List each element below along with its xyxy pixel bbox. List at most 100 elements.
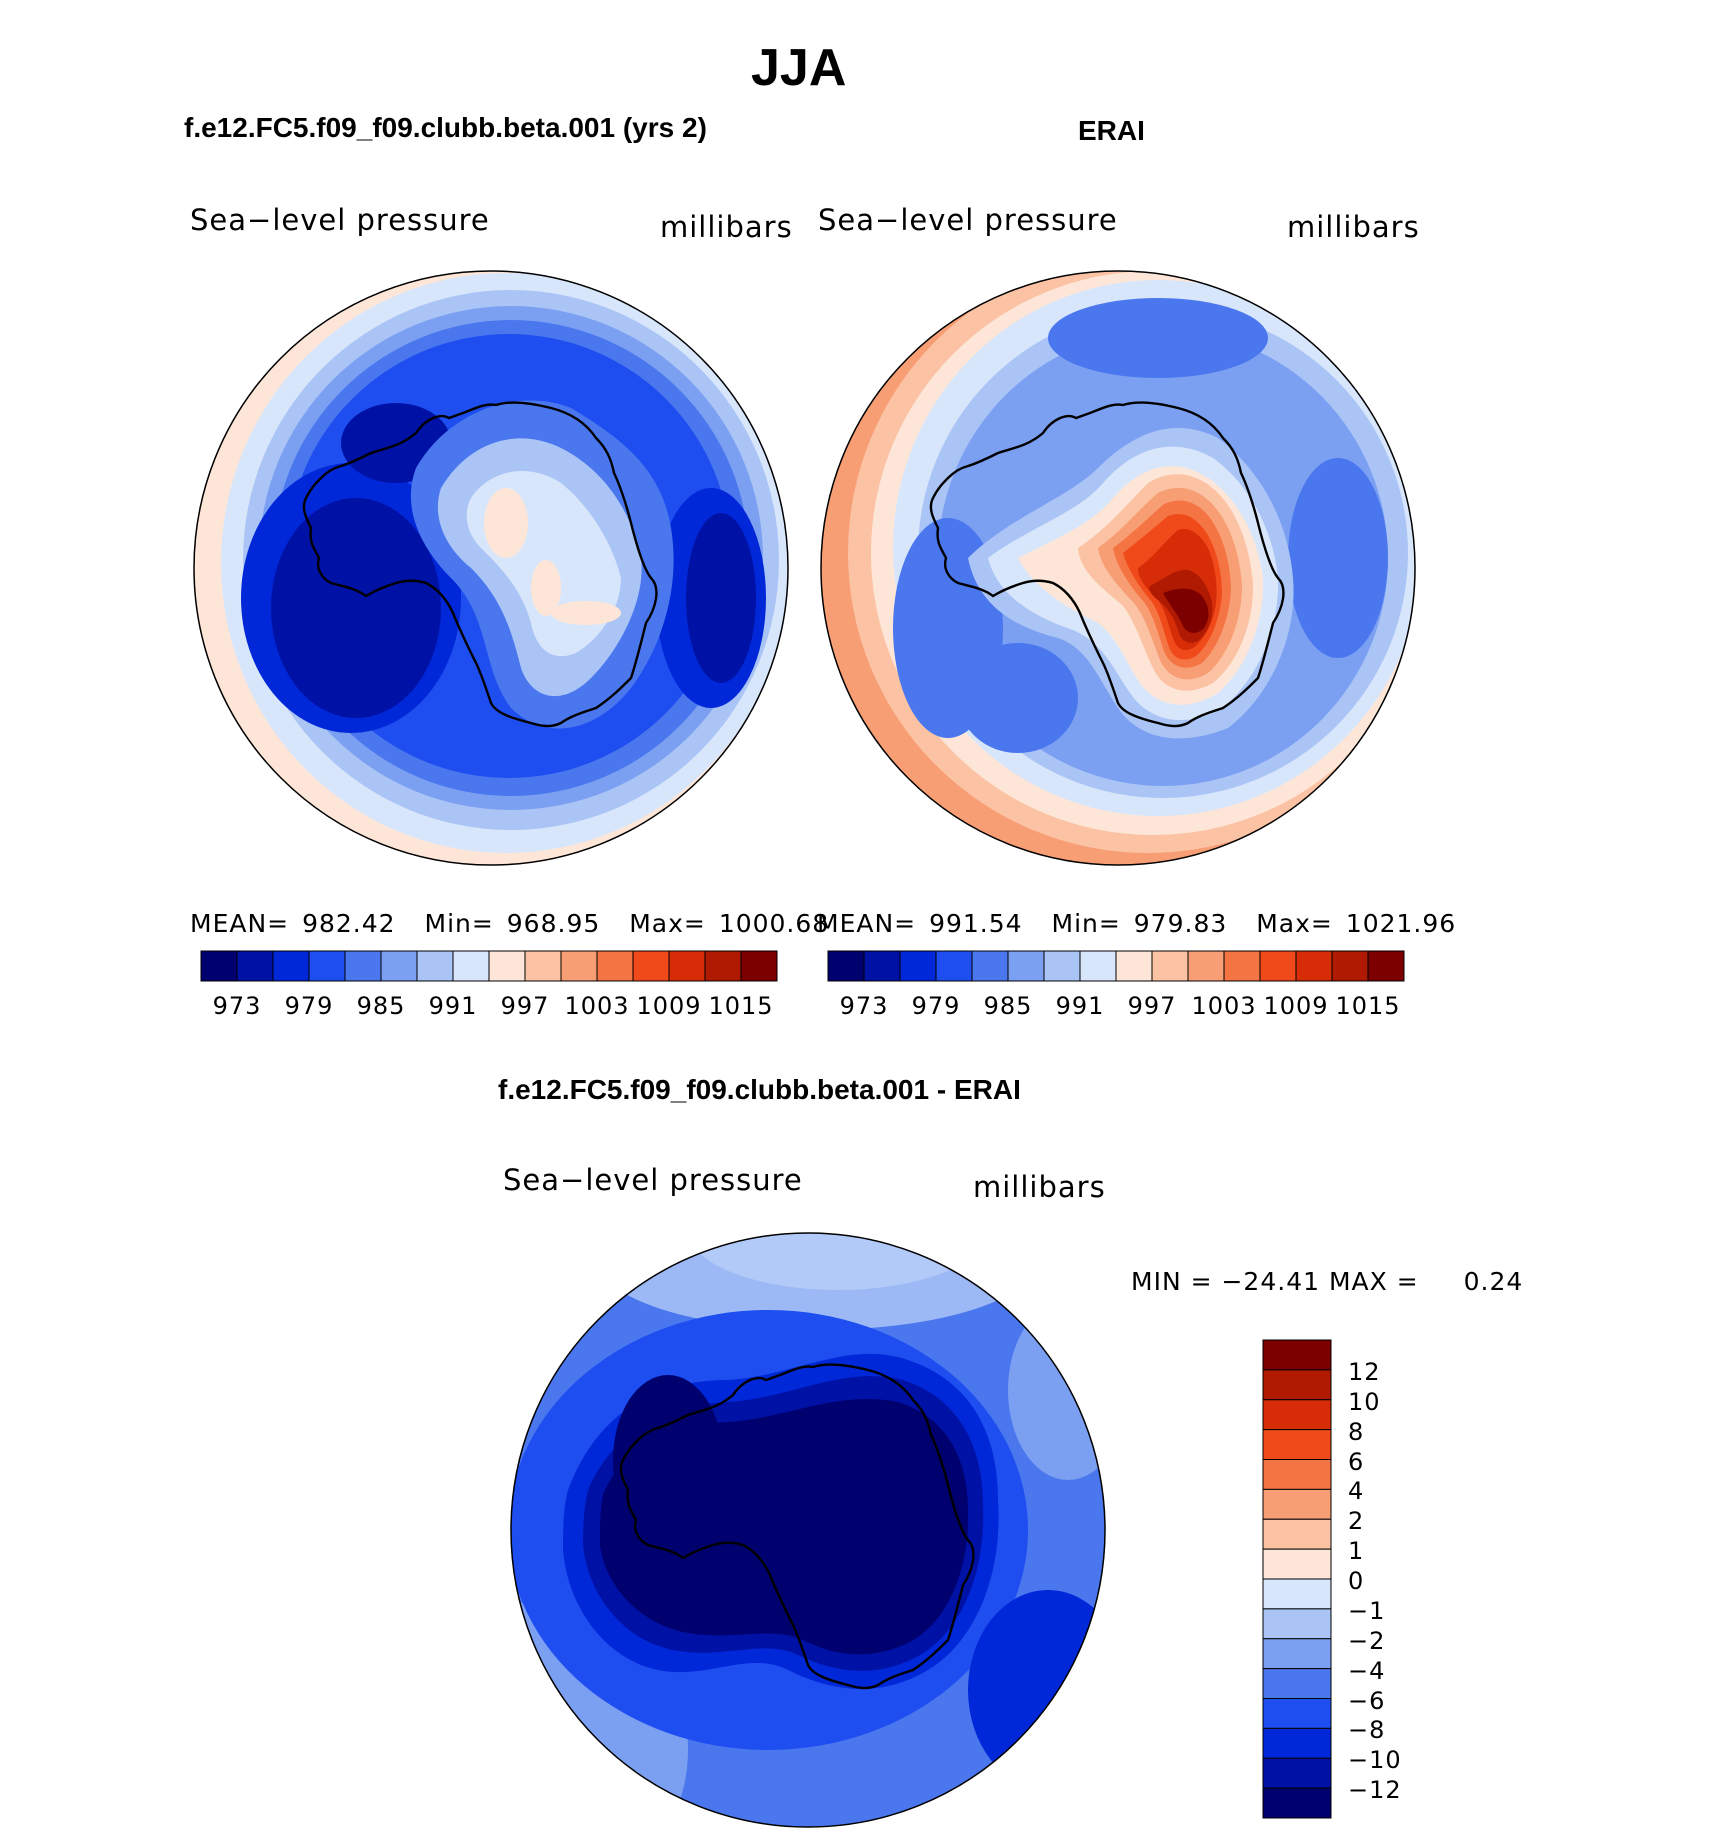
colorbar-tick-label: −4 bbox=[1348, 1656, 1386, 1685]
min-max-label: MIN = −24.41 MAX = bbox=[1131, 1267, 1419, 1296]
colorbar-swatch bbox=[380, 950, 418, 982]
colorbar-swatch bbox=[1262, 1608, 1332, 1640]
max-label: Max= bbox=[629, 909, 706, 938]
colorbar-swatch bbox=[827, 950, 865, 982]
colorbar-swatch bbox=[899, 950, 937, 982]
variable-label-model: Sea−level pressure bbox=[190, 203, 490, 237]
colorbar-swatch bbox=[1262, 1429, 1332, 1460]
colorbar-model bbox=[200, 950, 778, 982]
colorbar-swatch bbox=[1262, 1459, 1332, 1490]
max-value: 1000.68 bbox=[718, 909, 830, 938]
variable-label-obs: Sea−level pressure bbox=[818, 203, 1118, 237]
colorbar-tick-label: 4 bbox=[1348, 1477, 1365, 1506]
colorbar-tick-label: 991 bbox=[428, 992, 478, 1020]
min-label: Min= bbox=[424, 909, 494, 938]
colorbar-swatch bbox=[236, 950, 274, 982]
colorbar-swatch bbox=[1262, 1369, 1332, 1401]
colorbar-tick-label: −2 bbox=[1348, 1626, 1386, 1655]
colorbar-swatch bbox=[1262, 1548, 1332, 1580]
colorbar-obs bbox=[827, 950, 1405, 982]
colorbar-swatch bbox=[740, 950, 778, 982]
mean-label: MEAN= bbox=[817, 909, 917, 938]
units-label-diff: millibars bbox=[973, 1170, 1106, 1204]
colorbar-tick-label: −6 bbox=[1348, 1686, 1386, 1715]
colorbar-swatch bbox=[596, 950, 634, 982]
colorbar-diff bbox=[1262, 1339, 1332, 1819]
panel-title-obs: ERAI bbox=[1078, 115, 1145, 146]
colorbar-swatch bbox=[560, 950, 598, 982]
colorbar-tick-label: 1003 bbox=[1191, 992, 1257, 1020]
colorbar-swatch bbox=[272, 950, 310, 982]
colorbar-swatch bbox=[1262, 1698, 1332, 1729]
colorbar-swatch bbox=[1187, 950, 1225, 982]
colorbar-swatch bbox=[1262, 1578, 1332, 1610]
colorbar-tick-label: 1 bbox=[1348, 1537, 1365, 1566]
colorbar-swatch bbox=[452, 950, 490, 982]
colorbar-swatch bbox=[632, 950, 670, 982]
colorbar-swatch bbox=[668, 950, 706, 982]
colorbar-tick-label: −10 bbox=[1348, 1746, 1402, 1775]
colorbar-swatch bbox=[1259, 950, 1297, 982]
colorbar-tick-label: 973 bbox=[212, 992, 262, 1020]
colorbar-tick-label: 991 bbox=[1055, 992, 1105, 1020]
colorbar-tick-label: 985 bbox=[356, 992, 406, 1020]
max-value: 1021.96 bbox=[1345, 909, 1457, 938]
colorbar-tick-label: 0 bbox=[1348, 1567, 1365, 1595]
colorbar-swatch bbox=[1262, 1757, 1332, 1789]
panel-title-diff: f.e12.FC5.f09_f09.clubb.beta.001 - ERAI bbox=[498, 1074, 1021, 1105]
stats-obs: MEAN= 991.54 Min= 979.83 Max= 1021.96 bbox=[817, 909, 1456, 938]
polar-map-model bbox=[193, 270, 789, 866]
stats-model: MEAN= 982.42 Min= 968.95 Max= 1000.68 bbox=[190, 909, 829, 938]
units-label-model: millibars bbox=[660, 210, 793, 244]
max-value: 0.24 bbox=[1463, 1267, 1524, 1296]
colorbar-swatch bbox=[1262, 1488, 1332, 1520]
colorbar-swatch bbox=[416, 950, 454, 982]
colorbar-tick-label: 1015 bbox=[1335, 992, 1401, 1020]
colorbar-swatch bbox=[1367, 950, 1405, 982]
polar-map-diff bbox=[510, 1232, 1106, 1828]
colorbar-tick-label: −1 bbox=[1348, 1596, 1386, 1625]
mean-value: 982.42 bbox=[302, 909, 396, 938]
colorbar-swatch bbox=[1262, 1339, 1332, 1371]
colorbar-tick-label: 1003 bbox=[564, 992, 630, 1020]
colorbar-swatch bbox=[863, 950, 901, 982]
colorbar-swatch bbox=[1262, 1518, 1332, 1550]
colorbar-swatch bbox=[1262, 1727, 1332, 1759]
colorbar-tick-label: 979 bbox=[284, 992, 334, 1020]
min-label: Min= bbox=[1051, 909, 1121, 938]
colorbar-tick-label: 2 bbox=[1348, 1507, 1365, 1536]
colorbar-tick-label: 997 bbox=[500, 992, 550, 1020]
min-value: 979.83 bbox=[1133, 909, 1228, 938]
polar-map-obs bbox=[820, 270, 1416, 866]
colorbar-tick-label: 973 bbox=[839, 992, 889, 1020]
colorbar-tick-label: 1015 bbox=[708, 992, 774, 1020]
colorbar-swatch bbox=[935, 950, 973, 982]
colorbar-swatch bbox=[200, 950, 238, 982]
stats-diff: MIN = −24.41 MAX = 0.24 bbox=[1131, 1267, 1523, 1296]
max-label: Max= bbox=[1256, 909, 1333, 938]
colorbar-swatch bbox=[308, 950, 346, 982]
panel-title-model: f.e12.FC5.f09_f09.clubb.beta.001 (yrs 2) bbox=[184, 112, 707, 143]
mean-value: 991.54 bbox=[929, 909, 1023, 938]
colorbar-swatch bbox=[1007, 950, 1045, 982]
colorbar-tick-label: 8 bbox=[1348, 1417, 1365, 1446]
figure-title: JJA bbox=[751, 39, 847, 97]
colorbar-swatch bbox=[1115, 950, 1153, 982]
mean-label: MEAN= bbox=[190, 909, 290, 938]
colorbar-tick-label: 6 bbox=[1348, 1447, 1365, 1476]
colorbar-tick-label: −8 bbox=[1348, 1716, 1386, 1745]
colorbar-tick-label: 1009 bbox=[1263, 992, 1329, 1020]
colorbar-swatch bbox=[1223, 950, 1261, 982]
colorbar-tick-label: 979 bbox=[911, 992, 961, 1020]
colorbar-swatch bbox=[524, 950, 562, 982]
colorbar-tick-label: 10 bbox=[1348, 1387, 1381, 1416]
colorbar-swatch bbox=[704, 950, 742, 982]
colorbar-swatch bbox=[1262, 1638, 1332, 1670]
colorbar-swatch bbox=[1331, 950, 1369, 982]
colorbar-tick-label: 997 bbox=[1127, 992, 1177, 1020]
colorbar-swatch bbox=[1262, 1399, 1332, 1431]
colorbar-tick-label: 985 bbox=[983, 992, 1033, 1020]
colorbar-swatch bbox=[1151, 950, 1189, 982]
colorbar-swatch bbox=[1295, 950, 1333, 982]
colorbar-swatch bbox=[1079, 950, 1117, 982]
